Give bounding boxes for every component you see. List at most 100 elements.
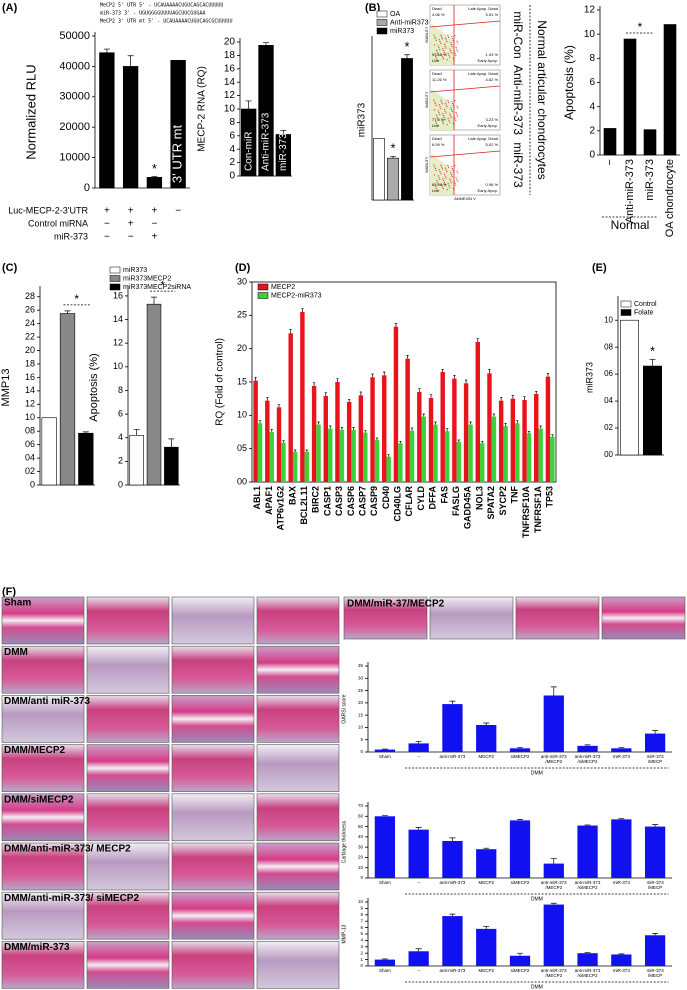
bar (442, 840, 463, 878)
quadrant-name: Late Apop. Dead (468, 6, 498, 11)
error-bar (652, 933, 659, 936)
flow-event (441, 38, 443, 40)
flow-event (442, 186, 444, 188)
panel-label: (E) (592, 262, 607, 274)
flow-event (455, 46, 457, 49)
y-tick-label: 10 (25, 412, 35, 422)
flow-event (441, 184, 443, 186)
y-tick-label: 30000 (59, 91, 90, 103)
legend-label: miR373 (123, 267, 147, 274)
histology-image (86, 941, 170, 989)
flow-event (452, 104, 454, 106)
error-bar (517, 819, 523, 821)
error-bar (266, 396, 269, 401)
histology-image (86, 695, 170, 743)
bar (373, 138, 385, 201)
quadrant-name: Late Apop. Dead (468, 71, 498, 76)
flow-event (444, 45, 446, 47)
bar (442, 916, 463, 966)
flow-event (456, 178, 458, 180)
flow-event (440, 164, 442, 166)
flow-event (437, 110, 439, 112)
flow-event (444, 183, 446, 185)
y-tick-label: 18 (224, 50, 236, 61)
flow-event (437, 53, 439, 55)
x-tick-label: OA chondrocyte (664, 159, 676, 237)
histology-image (256, 941, 340, 989)
x-tick-label: anti-miR-373/siMECP2 (575, 880, 601, 890)
error-bar (375, 437, 379, 440)
bar (480, 443, 485, 482)
table-mark: + (104, 206, 110, 217)
bar (351, 430, 356, 482)
flow-event (444, 118, 446, 120)
histology-image (256, 842, 340, 891)
legend-swatch (620, 300, 632, 308)
x-tick-label: anti-miR-373 (440, 968, 466, 973)
x-tick-label: siMECP2 (511, 968, 530, 973)
legend-swatch (109, 266, 121, 274)
flow-event (435, 57, 437, 60)
legend-label: OA (390, 11, 400, 18)
significance-mark: * (390, 141, 395, 156)
table-row-label: miR-373 (54, 231, 88, 241)
y-tick-label: 20000 (59, 121, 90, 133)
y-tick-label: 6 (589, 77, 595, 88)
flow-event (456, 40, 458, 42)
error-bar (504, 422, 507, 426)
y-tick-label: 3 (360, 944, 363, 949)
error-bar (516, 420, 519, 424)
x-tick-label: MECP2 (478, 754, 494, 759)
error-bar (517, 747, 523, 749)
y-axis-label: Apoptosis (%) (88, 353, 100, 421)
y-tick-label: 70 (358, 803, 364, 808)
group-label: DMM (531, 984, 543, 990)
error-bar (340, 426, 344, 430)
plot-frame (251, 281, 557, 483)
flow-event (440, 99, 442, 101)
error-bar (312, 382, 316, 386)
histology-image (86, 744, 170, 792)
quadrant-percent: 11.26 % (432, 77, 447, 82)
flow-event (456, 115, 459, 117)
histology-image (256, 744, 340, 792)
legend-label: MECP2-miR373 (271, 292, 322, 299)
x-tick-label: − (417, 754, 420, 759)
error-bar (618, 953, 625, 955)
flow-event (444, 37, 447, 39)
bar (374, 959, 396, 966)
flow-event (451, 100, 453, 103)
y-tick-label: 00 (604, 450, 613, 459)
table-row-label: Control miRNA (28, 218, 88, 228)
flow-event (448, 101, 450, 103)
x-tick-label: Anti-miR-373 (624, 159, 636, 223)
legend-swatch (620, 309, 632, 316)
bar (619, 319, 639, 456)
bar (393, 326, 399, 482)
y-axis-label: OARSI score (341, 694, 347, 723)
y-axis-label: Normalized RLU (23, 64, 38, 159)
error-bar (418, 388, 421, 392)
y-tick-label: 26 (25, 305, 35, 315)
flow-event (436, 116, 438, 118)
flow-event (449, 50, 452, 52)
flow-live-region (430, 153, 454, 195)
flow-event (449, 113, 451, 115)
flow-event (440, 107, 442, 109)
flow-event (445, 112, 447, 114)
error-bar (64, 310, 71, 314)
flow-event (433, 99, 435, 101)
bar (300, 312, 305, 482)
histology-image (171, 596, 255, 645)
error-bar (280, 130, 287, 135)
x-tick-label: FAS (439, 486, 449, 504)
flow-event (437, 183, 439, 185)
y-tick-label: 6 (118, 408, 123, 418)
error-bar (584, 952, 591, 954)
error-bar (293, 449, 297, 452)
histology-image (429, 596, 514, 640)
flow-event (448, 119, 450, 121)
error-bar (404, 54, 410, 59)
flow-event (457, 42, 459, 44)
quadrant-name: Live (432, 188, 440, 193)
